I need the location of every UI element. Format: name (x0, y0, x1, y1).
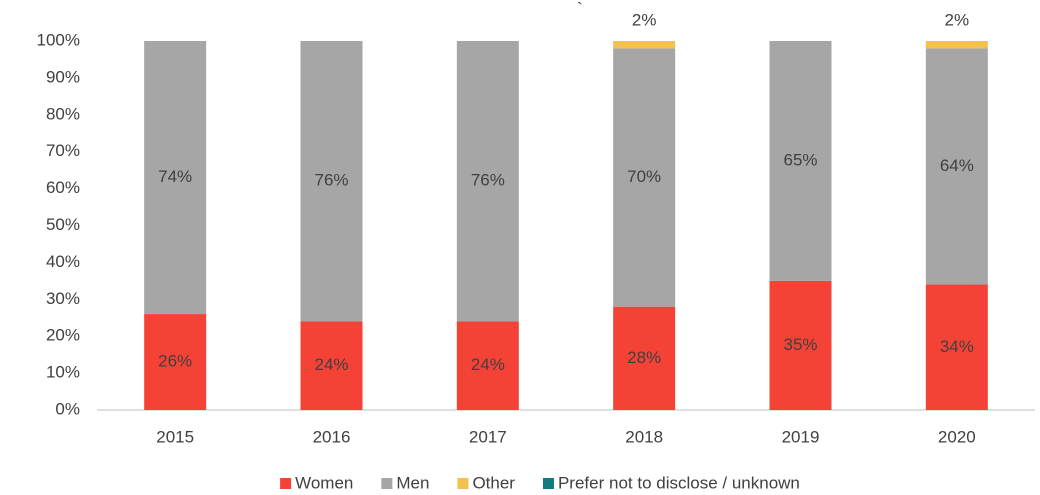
data-label: 64% (940, 156, 974, 175)
bar-segment (300, 41, 363, 322)
y-tick-label: 100% (37, 30, 80, 49)
legend-swatch (280, 478, 292, 489)
bar-segment (456, 41, 519, 322)
data-label: 24% (314, 355, 348, 374)
bar-segment (144, 41, 207, 315)
y-tick-label: 40% (46, 252, 80, 271)
data-label: 2% (945, 10, 970, 29)
bar-segment (925, 284, 988, 410)
y-tick-label: 80% (46, 104, 80, 123)
bar-segment (144, 314, 207, 410)
y-tick-label: 10% (46, 363, 80, 382)
bar-segment (613, 306, 676, 410)
annotation: ` (577, 0, 583, 18)
legend-label: Prefer not to disclose / unknown (558, 473, 800, 492)
y-tick-label: 70% (46, 141, 80, 160)
y-tick-label: 90% (46, 67, 80, 86)
data-label: 34% (940, 337, 974, 356)
x-tick-label: 2020 (938, 427, 976, 446)
y-tick-label: 50% (46, 215, 80, 234)
data-label: 76% (471, 171, 505, 190)
bar-segment (456, 321, 519, 410)
data-label: 2% (632, 10, 657, 29)
data-label: 70% (627, 167, 661, 186)
data-label: 35% (783, 335, 817, 354)
x-tick-label: 2016 (313, 427, 351, 446)
y-tick-label: 30% (46, 289, 80, 308)
data-label: 28% (627, 348, 661, 367)
y-tick-label: 0% (55, 399, 80, 418)
bar-segment (300, 321, 363, 410)
legend-label: Other (472, 473, 515, 492)
data-label: 65% (783, 150, 817, 169)
legend-swatch (457, 478, 469, 489)
x-tick-label: 2015 (156, 427, 194, 446)
bar-segment (769, 41, 832, 281)
bar-segment (613, 48, 676, 307)
y-tick-label: 20% (46, 326, 80, 345)
bar-segment (769, 280, 832, 410)
data-label: 76% (314, 171, 348, 190)
legend-swatch (381, 478, 393, 489)
data-label: 26% (158, 352, 192, 371)
bar-segment (925, 41, 988, 49)
x-tick-label: 2019 (782, 427, 820, 446)
x-tick-label: 2017 (469, 427, 507, 446)
y-tick-label: 60% (46, 178, 80, 197)
bar-segment (925, 48, 988, 285)
data-label: 24% (471, 355, 505, 374)
bar-segment (613, 41, 676, 49)
x-tick-label: 2018 (625, 427, 663, 446)
legend-label: Men (396, 473, 429, 492)
legend-swatch (542, 478, 554, 489)
data-label: 74% (158, 167, 192, 186)
legend-label: Women (295, 473, 353, 492)
